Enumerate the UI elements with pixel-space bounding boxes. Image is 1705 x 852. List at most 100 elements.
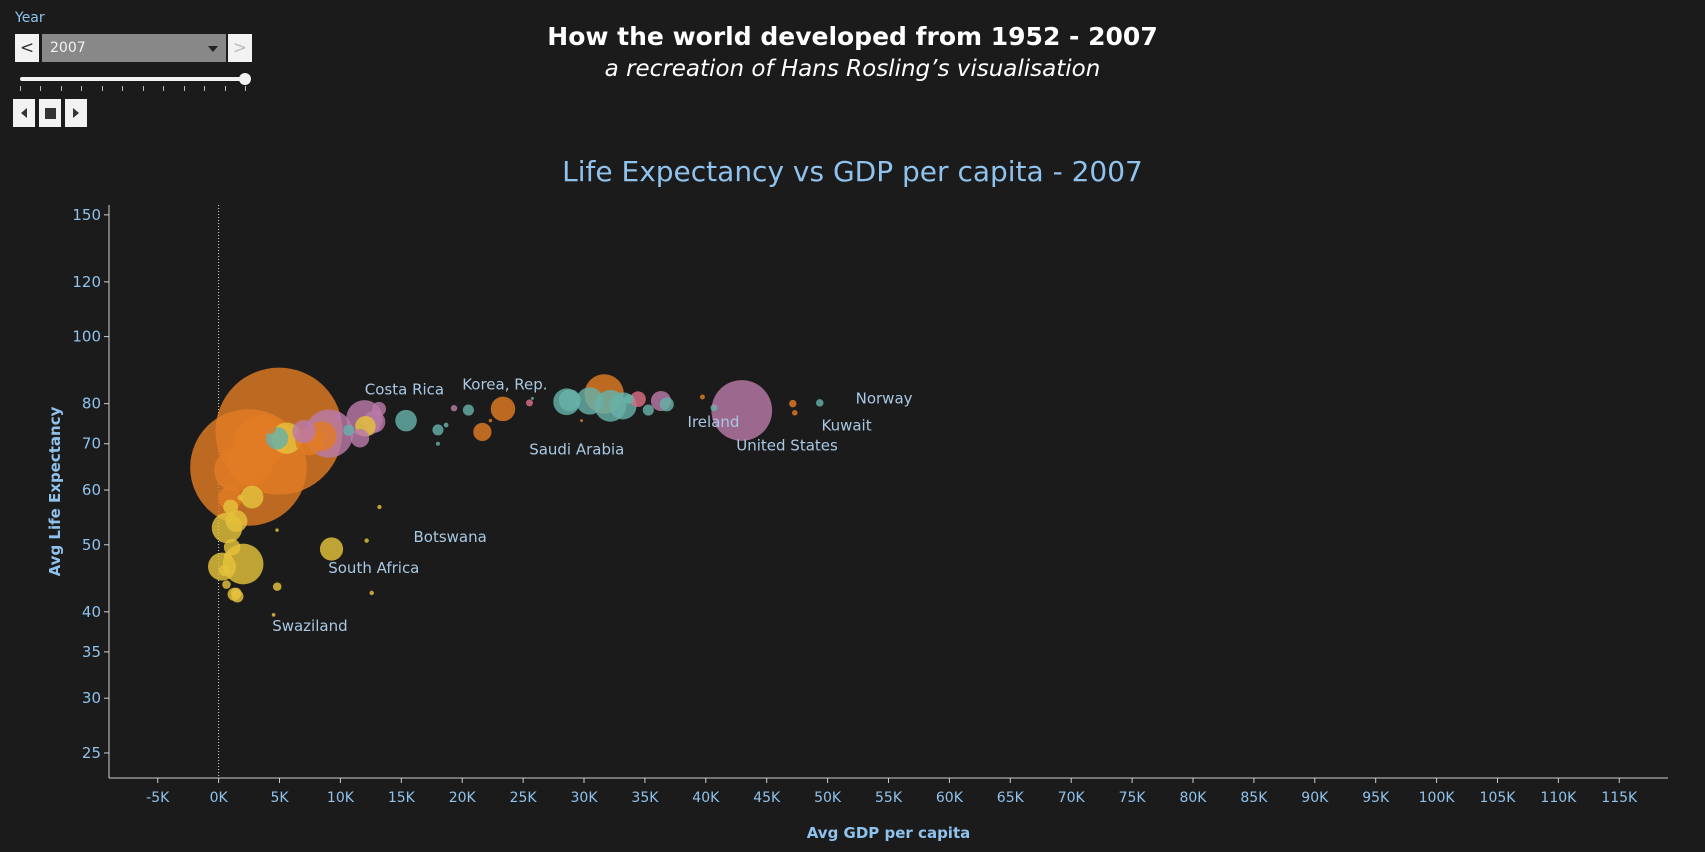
x-tick-label: 55K <box>875 790 903 806</box>
x-tick-label: 85K <box>1240 790 1268 806</box>
x-tick-label: 35K <box>631 790 659 806</box>
x-tick-label: 115K <box>1601 790 1638 806</box>
slider-tick <box>101 86 103 91</box>
y-tick-label: 120 <box>72 273 101 291</box>
x-tick-label: 25K <box>510 790 538 806</box>
data-point <box>275 528 279 532</box>
data-point <box>223 551 232 560</box>
data-point <box>462 404 474 416</box>
country-label: Ireland <box>688 413 740 431</box>
slider-tick <box>60 86 62 91</box>
country-label: Botswana <box>413 528 486 546</box>
y-tick-label: 25 <box>82 744 101 762</box>
y-tick-label: 50 <box>82 536 101 554</box>
data-point <box>710 404 718 412</box>
next-year-button[interactable]: > <box>228 34 252 62</box>
data-point <box>642 404 654 416</box>
data-point <box>319 537 344 561</box>
country-label: Saudi Arabia <box>529 441 624 459</box>
country-label: Norway <box>856 390 913 408</box>
country-label: Korea, Rep. <box>462 376 547 394</box>
slider-tick <box>142 86 144 91</box>
data-point <box>712 403 716 408</box>
year-dropdown[interactable]: 2007 <box>42 34 226 62</box>
x-tick-label: 40K <box>692 790 720 806</box>
chevron-left-icon: < <box>19 38 35 58</box>
chevron-right-icon: > <box>232 38 248 58</box>
year-slider-thumb[interactable] <box>239 73 251 85</box>
data-point <box>232 424 265 457</box>
slider-tick <box>224 86 226 91</box>
data-point <box>214 448 257 492</box>
chart-title: Life Expectancy vs GDP per capita - 2007 <box>562 155 1143 188</box>
step-back-button[interactable] <box>13 99 35 127</box>
x-tick-label: 10K <box>327 790 355 806</box>
data-point <box>490 396 516 422</box>
year-filter-label: Year <box>15 10 45 26</box>
slider-tick <box>40 86 42 91</box>
data-point <box>530 396 534 400</box>
country-label: United States <box>736 437 838 455</box>
x-tick-label: 45K <box>753 790 781 806</box>
data-point <box>395 409 417 432</box>
data-point <box>624 394 634 405</box>
data-point <box>659 397 674 412</box>
slider-tick <box>81 86 83 91</box>
y-tick-label: 60 <box>82 481 101 499</box>
chevron-down-icon <box>208 46 218 52</box>
data-point <box>369 590 374 596</box>
stop-button[interactable] <box>39 99 61 127</box>
data-point <box>223 499 239 515</box>
data-point <box>372 401 387 416</box>
y-tick-label: 40 <box>82 603 101 621</box>
data-point <box>334 413 342 421</box>
previous-year-button[interactable]: < <box>15 34 39 62</box>
y-tick-label: 35 <box>82 643 101 661</box>
x-tick-label: 65K <box>997 790 1025 806</box>
year-slider-track[interactable] <box>20 77 245 81</box>
data-point <box>350 428 370 448</box>
data-point <box>225 510 248 533</box>
stop-icon <box>44 107 56 119</box>
slider-tick <box>245 86 246 91</box>
data-point <box>525 399 534 407</box>
x-tick-label: 100K <box>1419 790 1456 806</box>
x-tick-label: 20K <box>449 790 477 806</box>
x-tick-label: 15K <box>388 790 416 806</box>
x-tick-label: 5K <box>270 790 289 806</box>
x-axis-title: Avg GDP per capita <box>807 824 971 842</box>
dashboard-title: How the world developed from 1952 - 2007 <box>547 22 1158 51</box>
data-point <box>218 564 230 577</box>
data-point <box>262 420 277 435</box>
data-point <box>558 389 581 412</box>
data-point <box>699 394 705 400</box>
data-point <box>576 387 604 415</box>
play-button[interactable] <box>65 99 87 127</box>
data-point <box>789 399 797 408</box>
data-point <box>473 422 492 442</box>
data-point <box>488 418 493 423</box>
y-tick-label: 70 <box>82 435 101 453</box>
x-tick-label: 0K <box>210 790 229 806</box>
data-point <box>238 465 250 478</box>
slider-tick <box>122 86 124 91</box>
slider-tick <box>163 86 165 91</box>
data-point <box>630 391 646 407</box>
data-point <box>240 485 264 509</box>
data-point <box>432 424 444 436</box>
x-tick-label: 110K <box>1540 790 1577 806</box>
y-tick-label: 30 <box>82 689 101 707</box>
data-point <box>364 538 369 543</box>
x-tick-label: 80K <box>1179 790 1207 806</box>
data-point <box>443 422 449 428</box>
year-dropdown-value: 2007 <box>50 40 86 56</box>
x-tick-label: 105K <box>1480 790 1517 806</box>
year-slider-ticks <box>20 86 246 92</box>
step-back-icon <box>21 108 27 118</box>
x-tick-label: 70K <box>1058 790 1086 806</box>
data-point <box>223 538 241 556</box>
data-point <box>450 404 458 412</box>
data-point <box>292 419 316 444</box>
slider-tick <box>204 86 206 91</box>
data-point <box>343 424 355 436</box>
